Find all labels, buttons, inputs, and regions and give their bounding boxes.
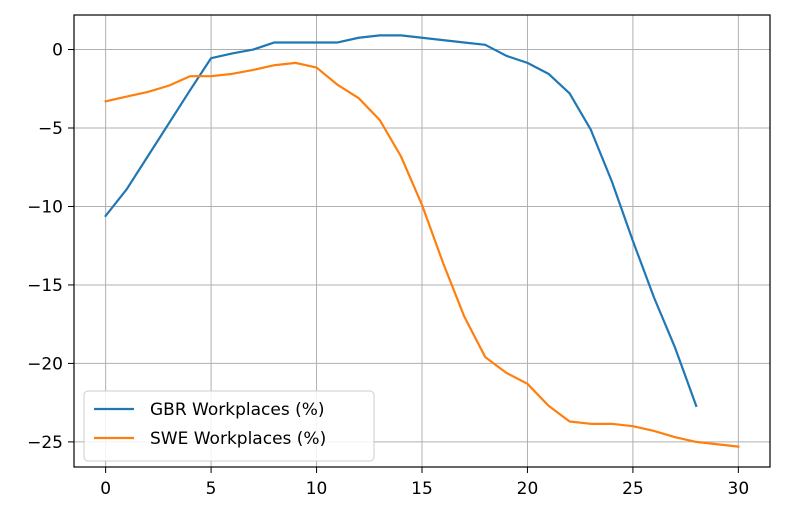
x-tick-label: 20 [517, 479, 539, 499]
legend-box [83, 390, 375, 462]
legend: GBR Workplaces (%) SWE Workplaces (%) [83, 390, 375, 462]
x-tick-label: 10 [306, 479, 328, 499]
y-tick-label: −10 [27, 197, 63, 217]
x-tick-label: 0 [100, 479, 111, 499]
y-tick-label: −5 [38, 119, 63, 139]
x-tick-label: 25 [622, 479, 644, 499]
legend-label-swe: SWE Workplaces (%) [150, 429, 326, 449]
series-lines [104, 34, 740, 448]
x-tick-label: 5 [206, 479, 217, 499]
legend-label-gbr: GBR Workplaces (%) [150, 400, 325, 420]
y-tick-label: 0 [52, 41, 63, 61]
y-tick-label: −25 [27, 433, 63, 453]
series-line-swe [104, 61, 740, 448]
x-tick-label: 30 [728, 479, 750, 499]
x-axis: 0 5 10 15 20 25 30 [100, 467, 749, 499]
y-tick-label: −15 [27, 276, 63, 296]
y-tick-label: −20 [27, 354, 63, 374]
series-line-gbr [104, 34, 698, 408]
y-axis: 0 −5 −10 −15 −20 −25 [27, 41, 74, 453]
x-tick-label: 15 [411, 479, 433, 499]
